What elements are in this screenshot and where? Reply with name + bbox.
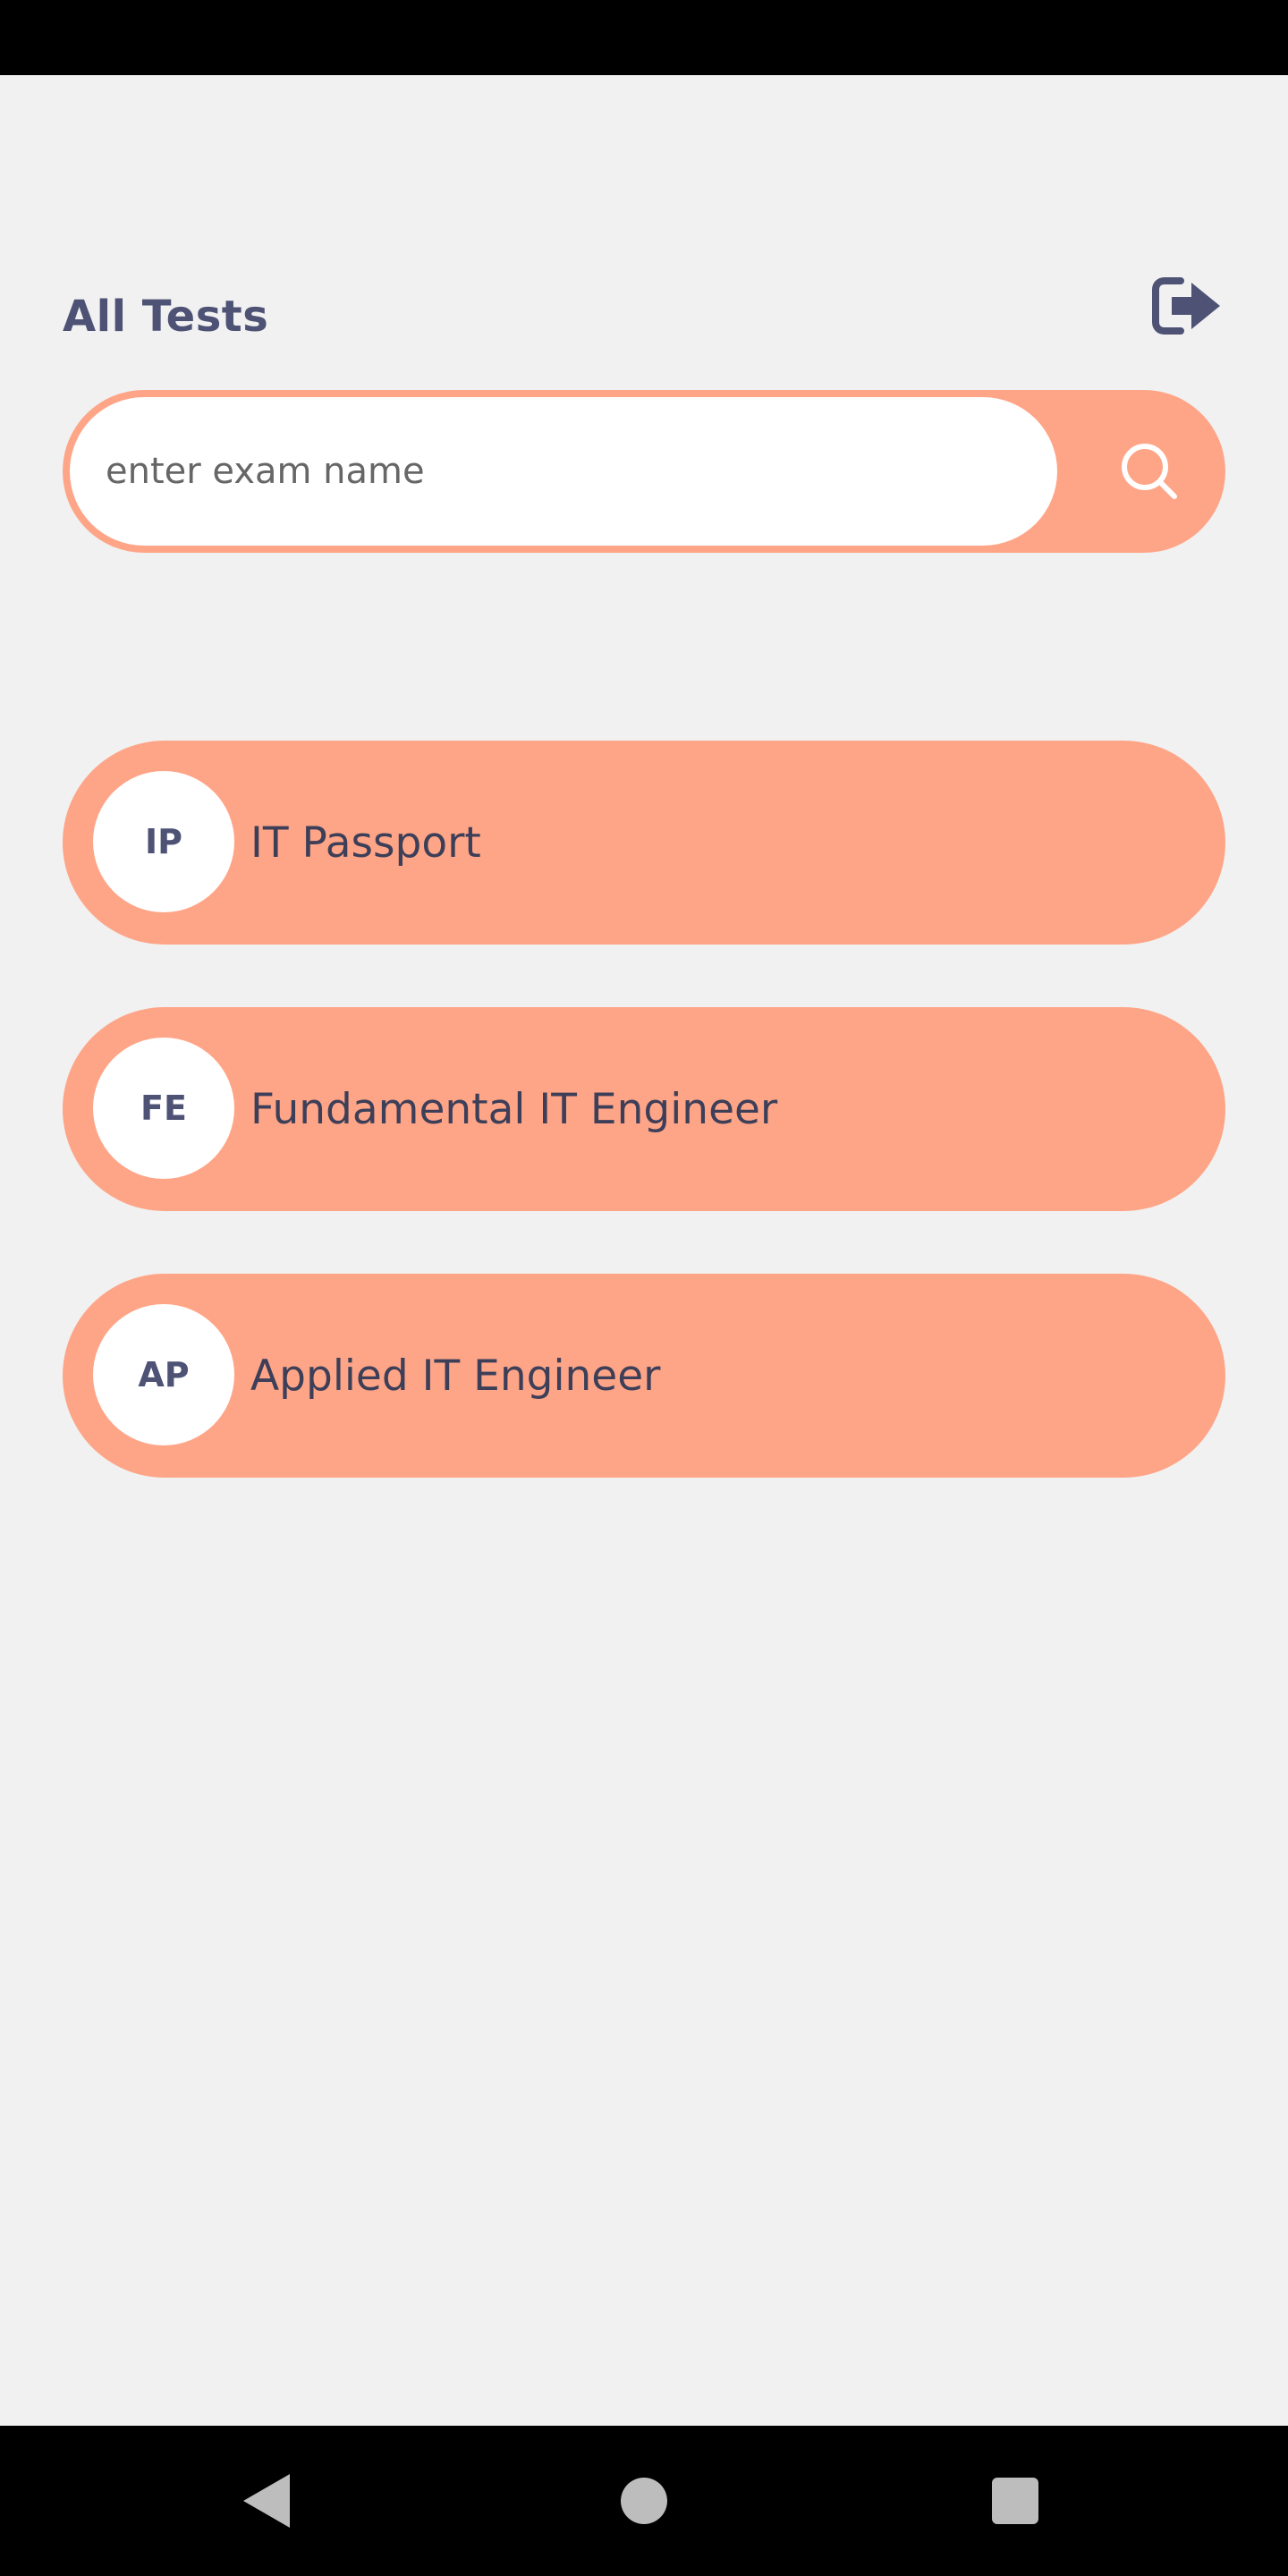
logout-icon	[1152, 277, 1220, 335]
app-content: All Tests IP IT Passport	[0, 75, 1288, 2426]
exam-name: Applied IT Engineer	[250, 1351, 661, 1401]
search-bar	[63, 390, 1225, 553]
exam-item-it-passport[interactable]: IP IT Passport	[63, 741, 1225, 945]
search-input[interactable]	[70, 397, 1057, 546]
page-title: All Tests	[63, 292, 269, 342]
system-navigation-bar	[0, 2426, 1288, 2576]
header: All Tests	[63, 272, 1225, 379]
exam-item-applied-it-engineer[interactable]: AP Applied IT Engineer	[63, 1274, 1225, 1478]
search-icon	[1122, 444, 1177, 499]
status-bar	[0, 0, 1288, 75]
recents-square-icon[interactable]	[992, 2478, 1038, 2524]
exam-badge: AP	[93, 1304, 234, 1445]
search-button[interactable]	[1109, 431, 1190, 512]
exam-badge: FE	[93, 1038, 234, 1179]
exam-name: IT Passport	[250, 818, 481, 868]
exam-badge: IP	[93, 771, 234, 912]
back-triangle-icon[interactable]	[243, 2474, 290, 2528]
exam-name: Fundamental IT Engineer	[250, 1084, 778, 1134]
logout-button[interactable]	[1148, 272, 1225, 340]
home-circle-icon[interactable]	[621, 2478, 667, 2524]
exam-list: IP IT Passport FE Fundamental IT Enginee…	[63, 741, 1225, 1540]
exam-item-fundamental-it-engineer[interactable]: FE Fundamental IT Engineer	[63, 1007, 1225, 1211]
